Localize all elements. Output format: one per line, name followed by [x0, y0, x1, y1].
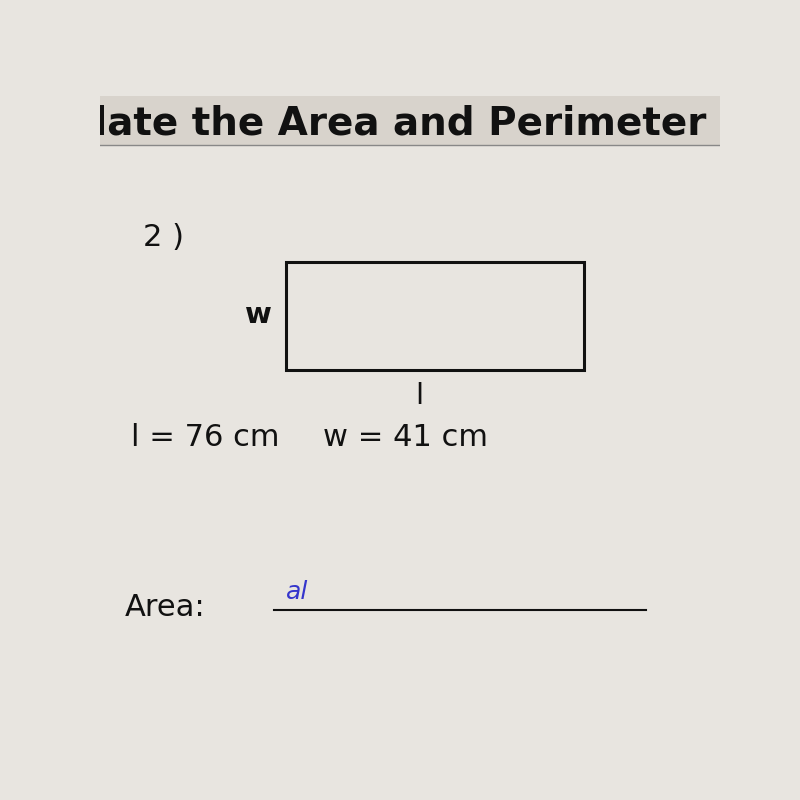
Text: Area:: Area:	[125, 593, 206, 622]
Bar	[100, 96, 720, 146]
Text: w: w	[245, 301, 271, 329]
Text: al: al	[286, 580, 308, 604]
Text: l: l	[415, 382, 423, 410]
Text: 2 ): 2 )	[143, 223, 184, 252]
Text: l = 76 cm: l = 76 cm	[131, 423, 279, 452]
Text: late the Area and Perimeter for ea: late the Area and Perimeter for ea	[94, 104, 800, 142]
Bar	[286, 262, 584, 370]
Text: w = 41 cm: w = 41 cm	[323, 423, 488, 452]
